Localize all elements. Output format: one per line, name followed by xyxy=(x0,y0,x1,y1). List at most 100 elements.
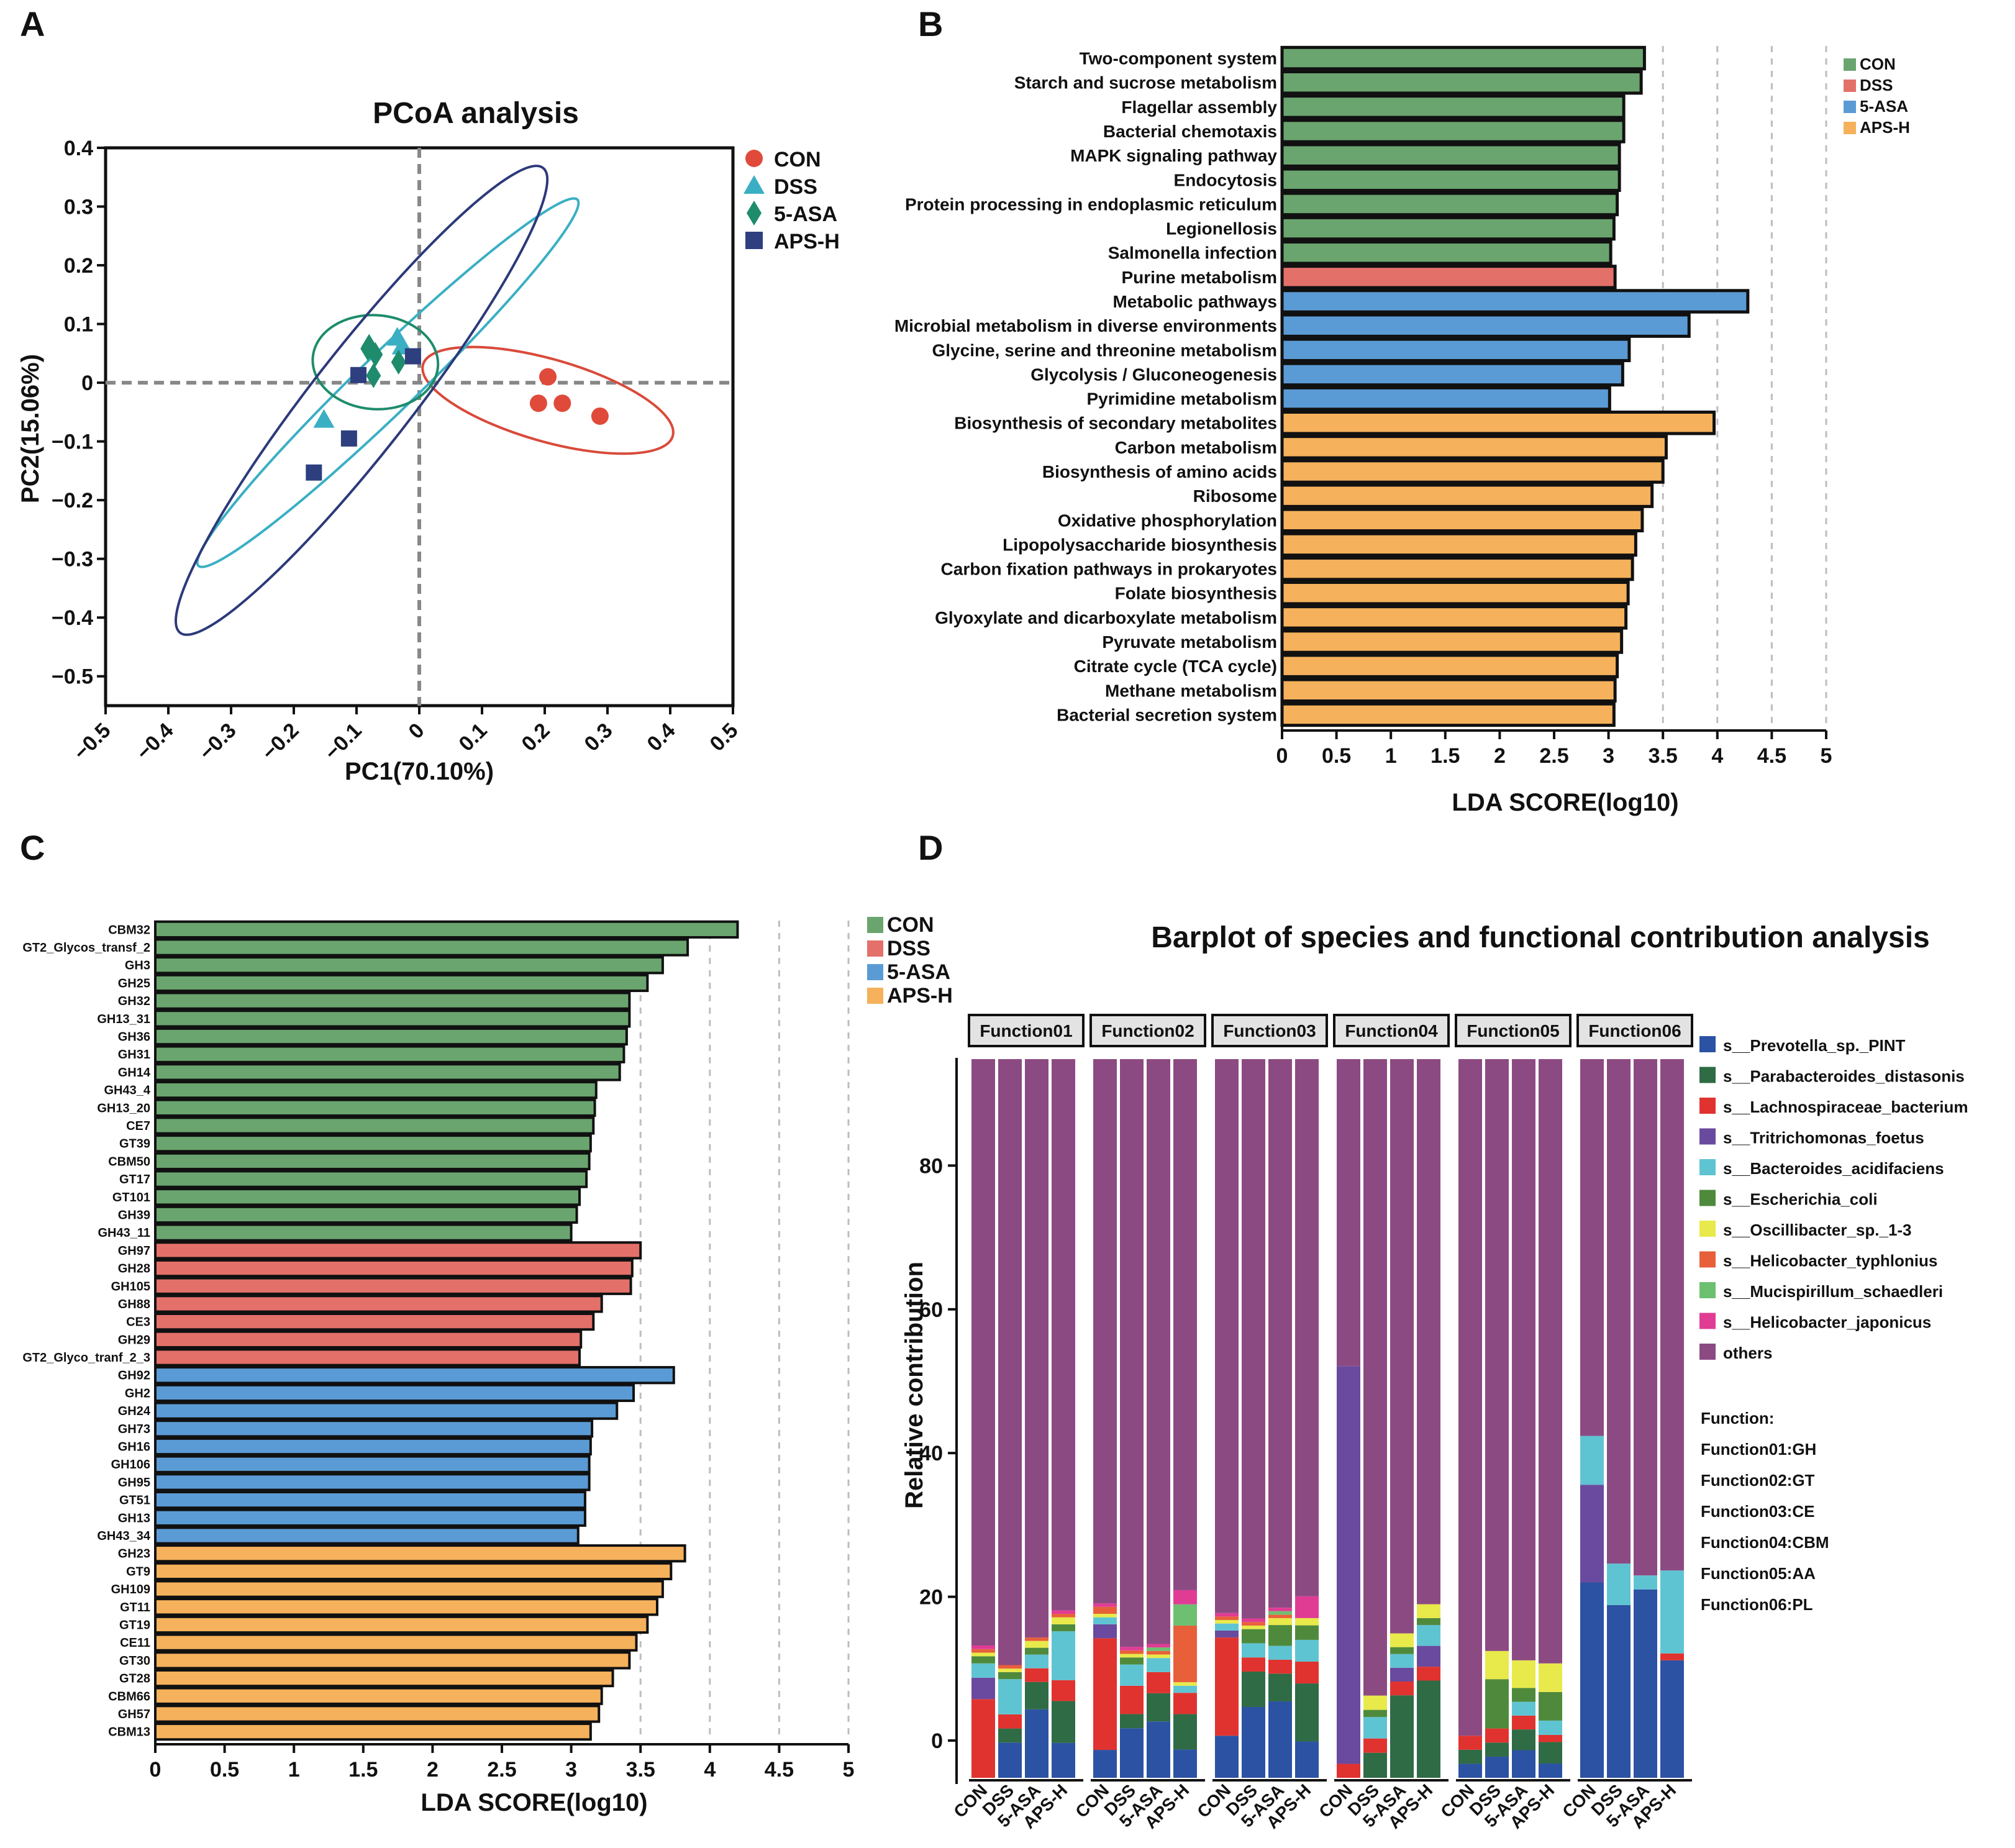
lda-c-bar-label: CBM50 xyxy=(108,1155,150,1168)
contribution-segment xyxy=(1660,1653,1684,1660)
contribution-segment xyxy=(1093,1617,1117,1624)
contribution-segment xyxy=(1390,1633,1414,1647)
lda-b-bar-label: Purine metabolism xyxy=(1121,268,1277,287)
lda-c-bar xyxy=(154,1063,621,1081)
lda-b-bar xyxy=(1280,143,1621,168)
contribution-segment xyxy=(1173,1693,1197,1714)
contribution-segment xyxy=(1093,1624,1117,1639)
contribution-segment xyxy=(1539,1663,1562,1692)
lda-b-bar xyxy=(1280,362,1624,387)
lda-b-x-tick-label: 2.5 xyxy=(1539,744,1568,768)
contribution-segment xyxy=(1268,1059,1292,1608)
contribution-segment xyxy=(1242,1707,1265,1778)
lda-c-x-tick-label: 0.5 xyxy=(210,1758,239,1782)
lda-b-bar-label: Methane metabolism xyxy=(1105,681,1277,700)
contribution-y-tick-label: 20 xyxy=(919,1586,943,1609)
contribution-segment xyxy=(1363,1709,1387,1718)
contribution-segment xyxy=(1512,1701,1535,1716)
contribution-segment xyxy=(1093,1614,1117,1618)
lda-c-bar xyxy=(154,1080,598,1099)
lda-c-bar-label: GT101 xyxy=(112,1191,150,1204)
contribution-segment xyxy=(1390,1059,1414,1634)
contribution-segment xyxy=(1390,1667,1414,1682)
contribution-legend-label: s__Helicobacter_japonicus xyxy=(1723,1313,1931,1332)
lda-c-bar-label: GH13 xyxy=(118,1511,150,1525)
lda-c-x-tick-label: 0 xyxy=(150,1758,161,1782)
contribution-legend-label: s__Oscillibacter_sp._1-3 xyxy=(1723,1221,1912,1239)
lda-b-bar xyxy=(1280,702,1616,727)
contribution-segment xyxy=(1417,1645,1440,1667)
lda-c-bar-label: GT28 xyxy=(119,1672,150,1686)
lda-c-x-tick-label: 4.5 xyxy=(765,1758,794,1782)
pcoa-x-tick-label: −0.2 xyxy=(257,719,303,765)
panel-d-letter: D xyxy=(918,828,943,867)
lda-b-bar-label: Ribosome xyxy=(1193,486,1277,506)
lda-c-x-tick-label: 4 xyxy=(704,1758,716,1782)
contribution-segment xyxy=(1363,1738,1387,1753)
contribution-segment xyxy=(1025,1709,1048,1778)
contribution-segment xyxy=(1147,1721,1170,1778)
contribution-segment xyxy=(1485,1728,1509,1743)
contribution-segment xyxy=(1295,1741,1319,1778)
contribution-segment xyxy=(1147,1647,1170,1651)
lda-b-bar xyxy=(1280,435,1668,460)
lda-b-x-tick-label: 1 xyxy=(1385,744,1397,768)
panel-a: A PCoA analysis PC1(70.10%) PC2(15.06%) … xyxy=(17,4,840,785)
contribution-segment xyxy=(1634,1589,1657,1778)
contribution-segment xyxy=(1268,1645,1292,1660)
contribution-segment xyxy=(1120,1657,1144,1665)
contribution-segment xyxy=(1173,1749,1197,1778)
contribution-segment xyxy=(1660,1660,1684,1778)
pcoa-legend-swatch xyxy=(744,175,765,194)
contribution-segment xyxy=(1242,1672,1265,1708)
contribution-segment xyxy=(1120,1654,1144,1658)
lda-c-bar-label: GH105 xyxy=(111,1280,150,1293)
contribution-segment xyxy=(1512,1715,1535,1730)
contribution-segment xyxy=(1268,1611,1292,1615)
contribution-legend-label: s__Bacteroides_acidifaciens xyxy=(1723,1159,1944,1178)
contribution-segment xyxy=(1390,1654,1414,1668)
contribution-segment xyxy=(1634,1575,1657,1590)
contribution-segment xyxy=(998,1059,1022,1665)
contribution-legend-swatch xyxy=(1699,1036,1716,1052)
lda-b-marks: Two-component system Starch and sucrose m… xyxy=(894,45,1832,768)
function-note-item: Function06:PL xyxy=(1701,1595,1813,1614)
lda-b-bar-label: Starch and sucrose metabolism xyxy=(1014,73,1277,93)
lda-c-bar xyxy=(154,920,739,939)
lda-c-bar-label: GH109 xyxy=(111,1583,150,1596)
contribution-segment xyxy=(1147,1672,1170,1693)
panel-b-letter: B xyxy=(918,4,943,43)
lda-c-bar-label: GH28 xyxy=(118,1262,150,1276)
pcoa-legend-swatch xyxy=(747,201,762,225)
contribution-segment xyxy=(1052,1614,1075,1618)
contribution-segment xyxy=(1512,1660,1535,1688)
lda-b-bar xyxy=(1280,605,1628,630)
contribution-segment xyxy=(1512,1750,1535,1778)
lda-c-bar-label: GH36 xyxy=(118,1031,150,1044)
contribution-segment xyxy=(1242,1622,1265,1626)
contribution-segment xyxy=(1025,1654,1048,1668)
pcoa-x-tick-label: 0 xyxy=(404,719,429,744)
contribution-y-tick-label: 40 xyxy=(919,1442,943,1465)
contribution-segment xyxy=(1417,1618,1440,1626)
contribution-segment xyxy=(1093,1606,1117,1614)
lda-c-legend-label: 5-ASA xyxy=(887,960,950,984)
lda-c-bar xyxy=(154,1419,594,1438)
contribution-segment xyxy=(971,1649,995,1653)
contribution-segment xyxy=(1295,1639,1319,1662)
contribution-segment xyxy=(1268,1608,1292,1611)
contribution-segment xyxy=(1485,1650,1509,1680)
lda-b-bar-label: Carbon fixation pathways in prokaryotes xyxy=(941,560,1277,579)
lda-b-bar xyxy=(1280,629,1624,654)
lda-b-bar-label: Endocytosis xyxy=(1174,170,1277,189)
contribution-segment xyxy=(1607,1564,1631,1605)
lda-c-bar-label: GT17 xyxy=(119,1173,150,1186)
lda-c-bar xyxy=(154,1241,642,1260)
contribution-legend-swatch xyxy=(1699,1251,1716,1268)
lda-b-bar xyxy=(1280,508,1644,533)
contribution-segment xyxy=(1363,1059,1387,1696)
contribution-segment xyxy=(1147,1644,1170,1648)
lda-c-x-tick-label: 1 xyxy=(288,1758,300,1782)
contribution-segment xyxy=(1242,1059,1265,1619)
